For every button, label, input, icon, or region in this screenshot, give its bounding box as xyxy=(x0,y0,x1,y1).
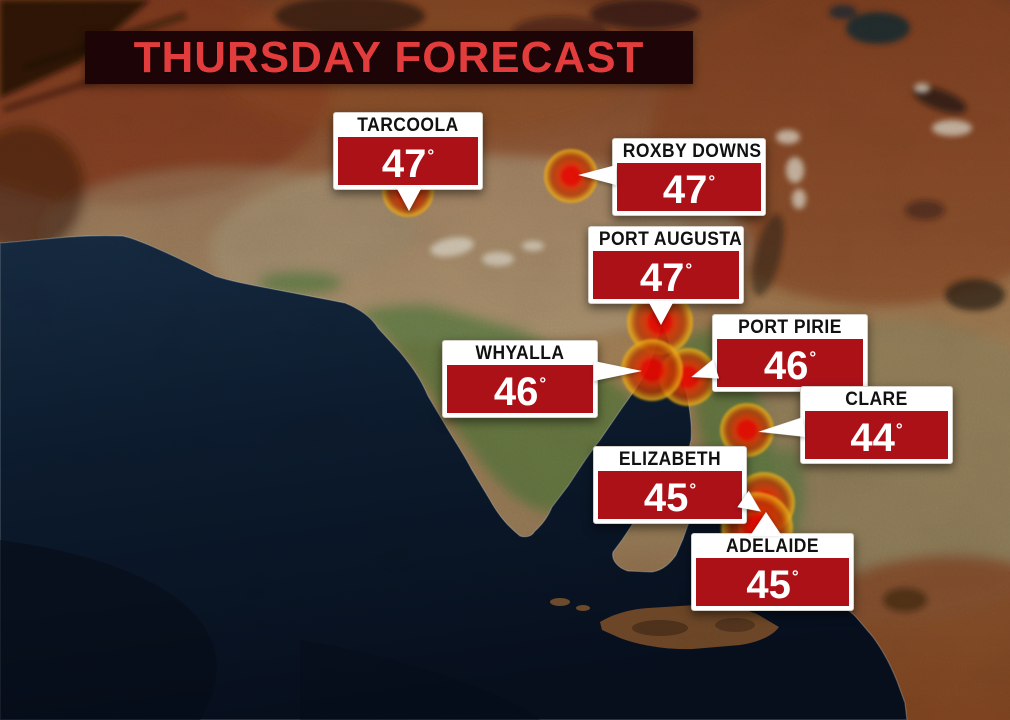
city-label-port-augusta: PORT AUGUSTA 47° xyxy=(588,226,744,325)
degree-symbol: ° xyxy=(791,567,799,586)
city-temperature: 44° xyxy=(805,411,948,459)
label-pointer-right-icon xyxy=(594,361,642,381)
label-pointer-left-icon xyxy=(757,417,806,442)
city-name: PORT PIRIE xyxy=(738,317,842,338)
city-name: CLARE xyxy=(845,389,908,410)
city-label-elizabeth: ELIZABETH 45° xyxy=(593,446,767,524)
city-name: WHYALLA xyxy=(475,343,565,364)
city-temperature: 47° xyxy=(617,163,761,211)
temperature-value: 47 xyxy=(662,168,708,212)
city-label-whyalla: WHYALLA 46° xyxy=(442,340,642,418)
temperature-value: 46 xyxy=(763,344,809,388)
city-name: ROXBY DOWNS xyxy=(622,141,762,162)
city-name: ELIZABETH xyxy=(618,449,722,470)
label-pointer-down-icon xyxy=(648,301,674,325)
city-temperature: 47° xyxy=(593,251,739,299)
degree-symbol: ° xyxy=(708,172,716,191)
title-banner: THURSDAY FORECAST xyxy=(85,31,693,84)
city-temperature: 46° xyxy=(717,339,863,387)
city-temperature: 45° xyxy=(598,471,742,519)
degree-symbol: ° xyxy=(539,374,547,393)
degree-symbol: ° xyxy=(689,480,697,499)
degree-symbol: ° xyxy=(895,420,903,439)
temperature-value: 45 xyxy=(643,476,689,520)
city-label-clare: CLARE 44° xyxy=(757,386,953,464)
label-pointer-down-icon xyxy=(396,187,422,211)
city-label-port-pirie: PORT PIRIE 46° xyxy=(688,314,868,392)
city-label-roxby-downs: ROXBY DOWNS 47° xyxy=(578,138,766,216)
degree-symbol: ° xyxy=(427,146,435,165)
temperature-value: 46 xyxy=(493,370,539,414)
temperature-value: 44 xyxy=(850,416,895,460)
label-pointer-left-icon xyxy=(688,359,720,387)
city-temperature: 45° xyxy=(696,558,849,606)
city-name: ADELAIDE xyxy=(725,536,820,557)
city-temperature: 46° xyxy=(447,365,593,413)
temperature-value: 47 xyxy=(639,256,685,300)
page-title: THURSDAY FORECAST xyxy=(133,32,645,82)
degree-symbol: ° xyxy=(685,260,693,279)
temperature-value: 45 xyxy=(746,563,791,607)
city-name: PORT AUGUSTA xyxy=(598,229,743,250)
city-temperature: 47° xyxy=(338,137,478,185)
city-label-adelaide: ADELAIDE 45° xyxy=(691,512,854,611)
label-pointer-up-icon xyxy=(750,512,782,536)
temperature-value: 47 xyxy=(381,142,427,186)
city-name: TARCOOLA xyxy=(357,115,459,136)
degree-symbol: ° xyxy=(809,348,817,367)
city-label-tarcoola: TARCOOLA 47° xyxy=(333,112,483,211)
label-pointer-left-icon xyxy=(578,165,616,185)
